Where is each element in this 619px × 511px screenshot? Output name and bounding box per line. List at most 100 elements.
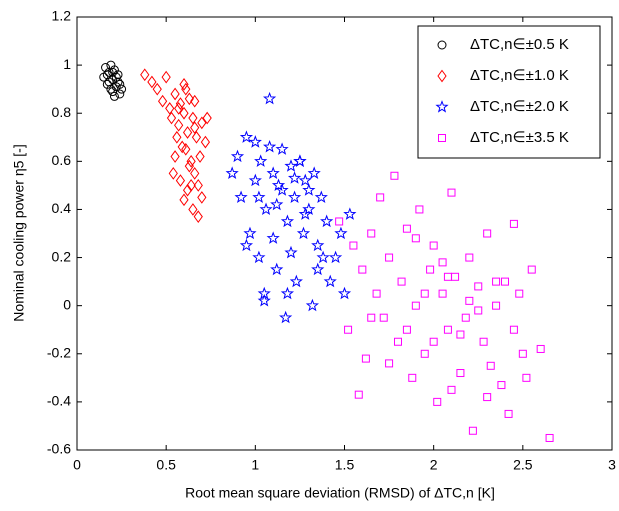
x-tick-label: 2 — [430, 457, 438, 473]
y-tick-label: 1 — [63, 56, 71, 72]
point — [367, 313, 376, 322]
x-tick-label: 0 — [73, 457, 81, 473]
point — [193, 210, 203, 224]
point — [263, 91, 277, 105]
point — [358, 265, 367, 274]
point — [379, 313, 388, 322]
point — [179, 193, 189, 207]
point — [243, 226, 257, 240]
point — [108, 87, 118, 97]
point — [402, 325, 411, 334]
point — [367, 229, 376, 238]
legend-marker — [437, 69, 447, 83]
y-tick-label: 1.2 — [52, 8, 72, 24]
point — [311, 262, 325, 276]
point — [415, 205, 424, 214]
point — [181, 82, 191, 96]
legend-marker — [438, 134, 446, 142]
point — [438, 258, 447, 267]
point — [270, 197, 284, 211]
x-tick-label: 1.5 — [335, 457, 355, 473]
point — [252, 190, 266, 204]
point — [280, 286, 295, 300]
x-tick-label: 0.5 — [156, 457, 176, 473]
point — [320, 214, 334, 228]
point — [280, 214, 295, 228]
point — [298, 207, 312, 220]
point — [456, 369, 465, 378]
point — [293, 154, 307, 167]
point — [316, 250, 330, 264]
point — [447, 188, 456, 197]
point — [305, 298, 319, 312]
point — [152, 82, 162, 96]
point — [443, 272, 452, 281]
point — [545, 433, 554, 442]
x-tick-label: 2.5 — [513, 457, 533, 473]
y-tick-label: 0 — [63, 296, 71, 312]
x-tick-label: 3 — [608, 457, 616, 473]
point — [174, 102, 184, 115]
legend-label: ΔTC,n∈±0.5 K — [470, 36, 569, 53]
point — [186, 179, 196, 192]
point — [372, 289, 381, 298]
point — [117, 84, 127, 94]
point — [234, 190, 248, 204]
point — [182, 126, 193, 139]
point — [429, 337, 438, 346]
point — [188, 203, 198, 216]
point — [202, 111, 212, 125]
point — [411, 301, 420, 310]
y-tick-label: -0.6 — [47, 441, 71, 457]
point — [113, 70, 123, 80]
point — [486, 361, 495, 370]
point — [248, 135, 262, 148]
point — [266, 231, 280, 244]
point — [263, 139, 277, 153]
point — [385, 359, 394, 368]
point — [174, 118, 184, 132]
legend-marker — [437, 40, 447, 50]
point — [298, 173, 312, 187]
point — [302, 202, 316, 216]
point — [376, 193, 385, 202]
point — [102, 70, 112, 80]
y-tick-label: 0.4 — [52, 200, 72, 216]
point — [515, 289, 524, 298]
point — [289, 274, 303, 288]
point — [518, 349, 527, 358]
point — [361, 354, 370, 363]
point — [279, 310, 293, 324]
point — [344, 325, 353, 334]
point — [420, 289, 429, 298]
point — [197, 116, 207, 130]
point — [179, 106, 189, 120]
point — [284, 245, 298, 259]
point — [397, 277, 406, 286]
point — [175, 174, 186, 187]
point — [429, 241, 438, 250]
point — [140, 68, 150, 82]
point — [420, 349, 429, 358]
point — [197, 191, 207, 204]
point — [113, 77, 123, 87]
point — [307, 166, 321, 179]
point — [527, 265, 536, 274]
point — [193, 179, 203, 192]
point — [271, 178, 286, 191]
y-tick-label: 0.6 — [52, 152, 72, 168]
point — [147, 75, 157, 89]
point — [296, 226, 311, 240]
point — [161, 70, 171, 84]
point — [474, 306, 483, 315]
point — [394, 337, 402, 346]
point — [175, 97, 186, 110]
point — [408, 373, 417, 382]
point — [483, 229, 492, 238]
point — [504, 409, 513, 418]
point — [402, 224, 411, 233]
point — [266, 166, 280, 179]
point — [177, 140, 187, 154]
point — [328, 250, 343, 264]
point — [115, 79, 125, 89]
